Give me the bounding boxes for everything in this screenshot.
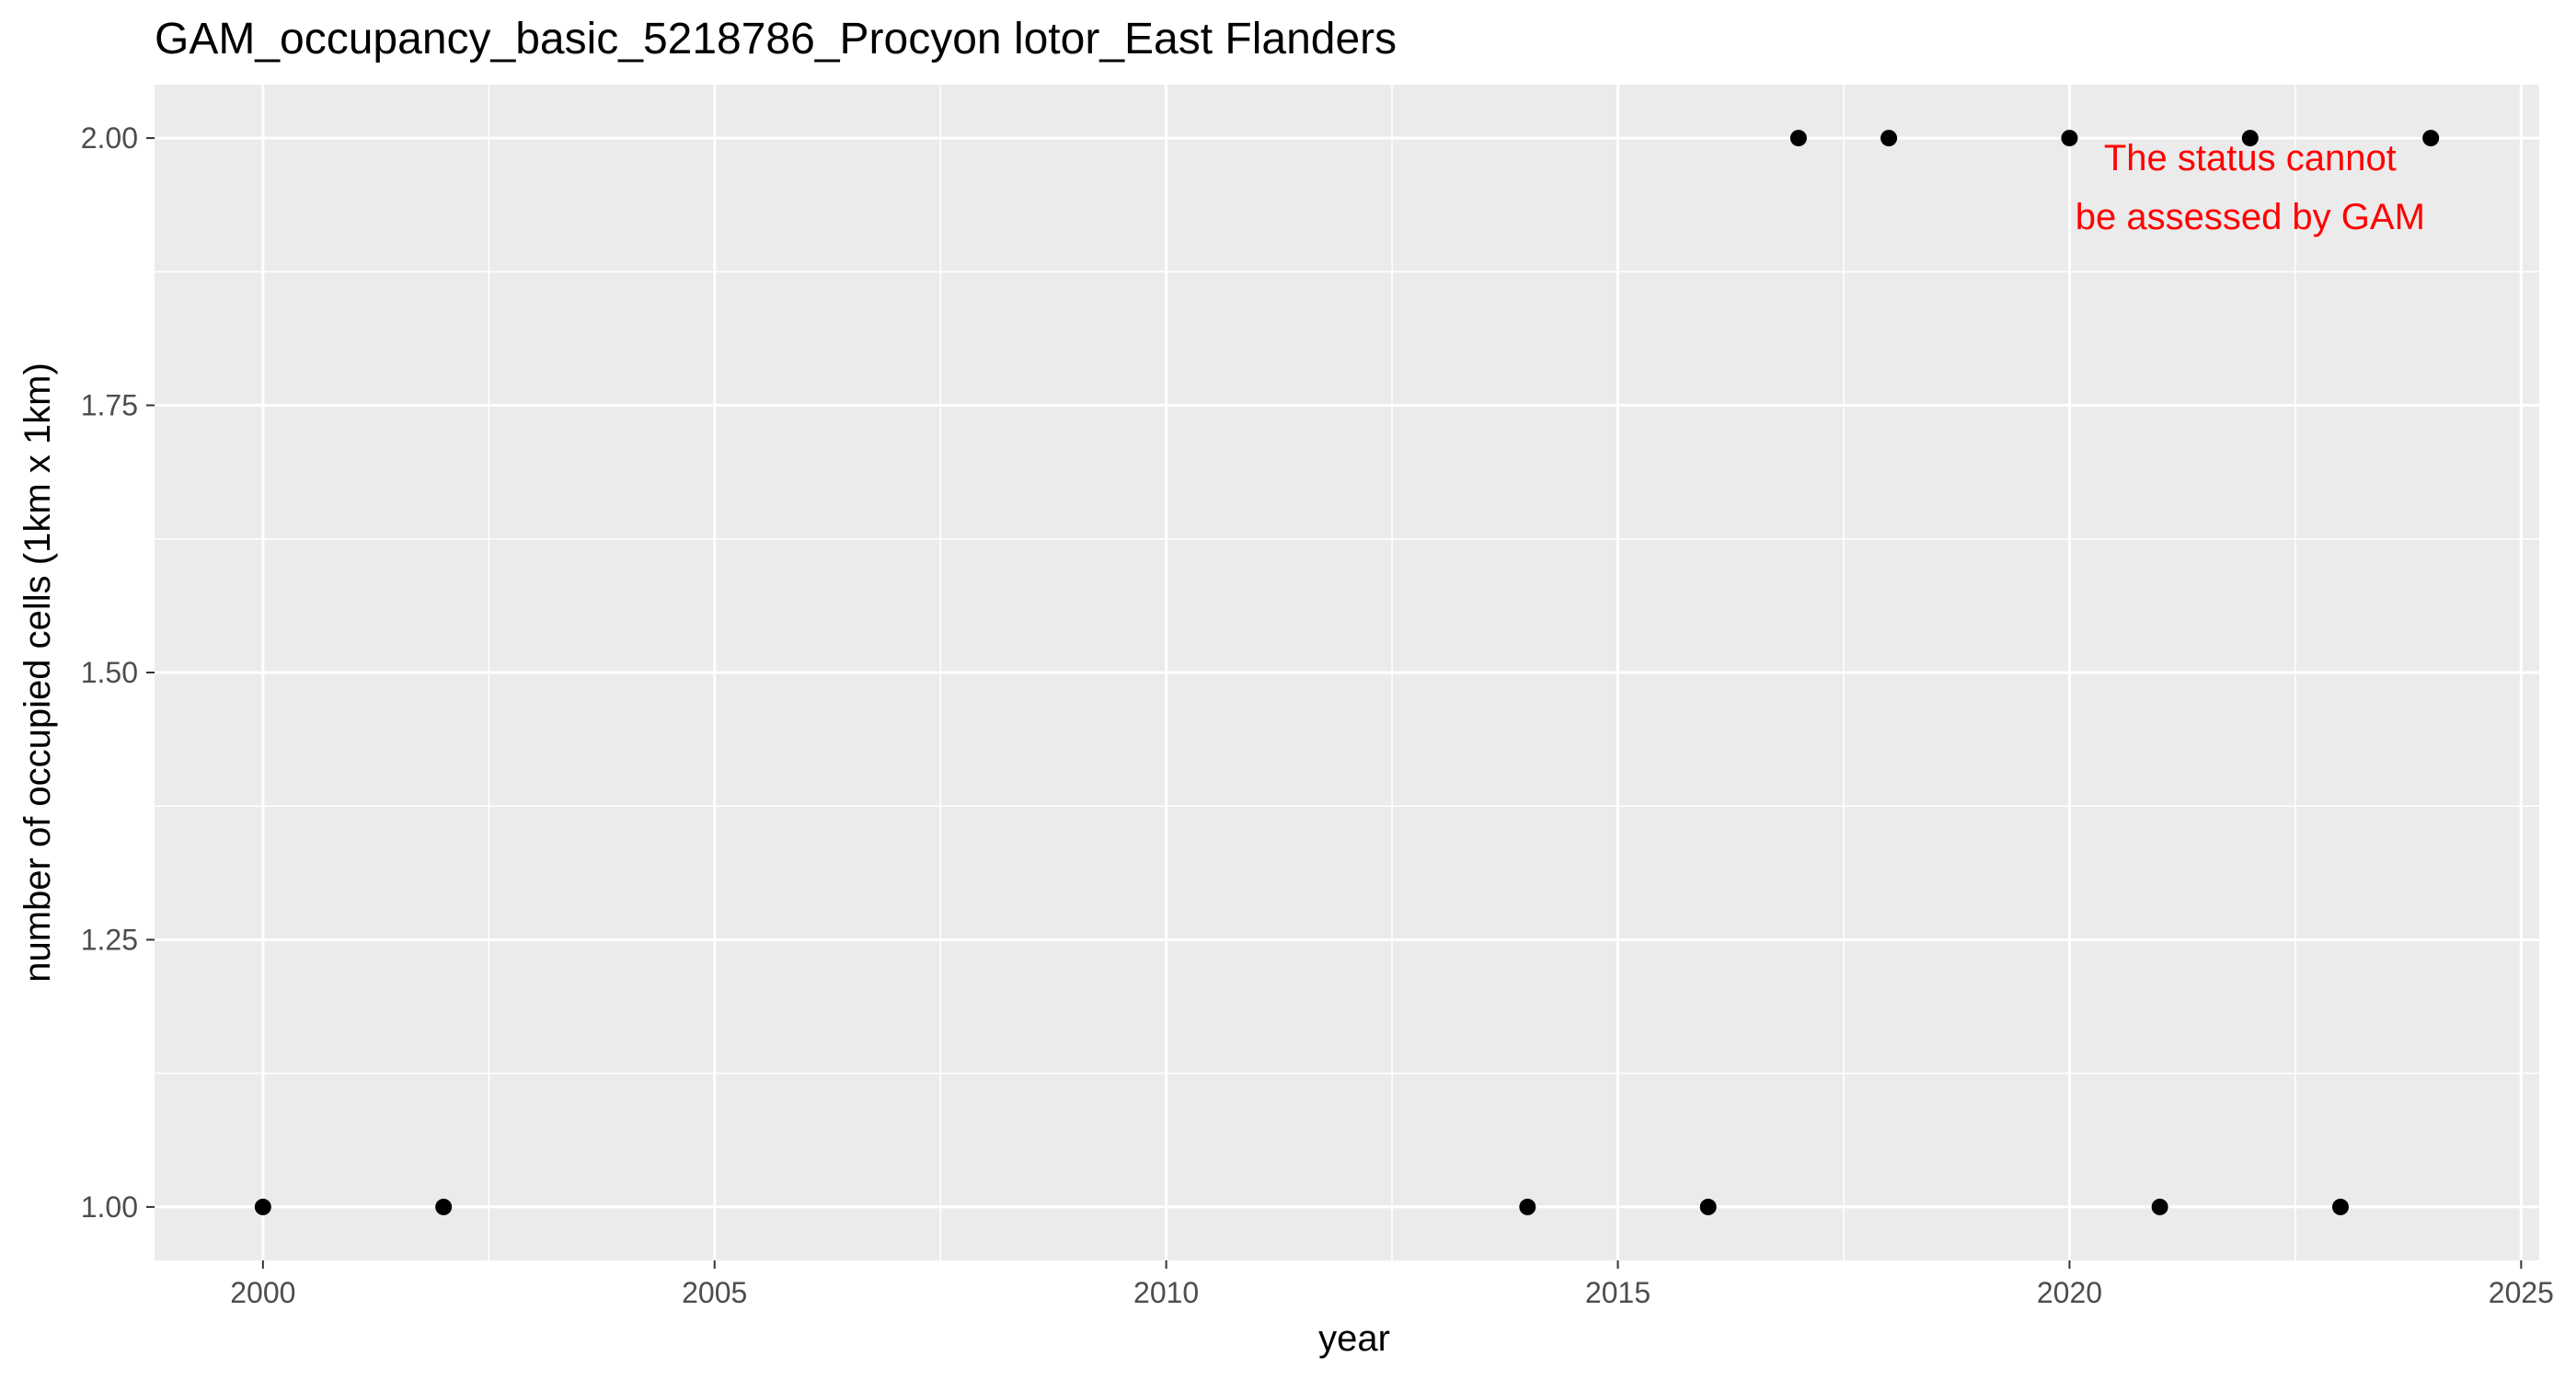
y-tick-label: 1.00 — [81, 1190, 138, 1224]
y-tick-label: 1.25 — [81, 923, 138, 956]
grid-major — [155, 85, 2539, 1260]
x-axis: 2000 2005 2010 2015 2020 2025 — [230, 1260, 2554, 1309]
x-tick-label: 2020 — [2037, 1276, 2102, 1309]
data-point — [1789, 130, 1807, 147]
y-axis-label: number of occupied cells (1km x 1km) — [17, 362, 58, 983]
x-axis-label: year — [1318, 1318, 1390, 1359]
data-point — [1699, 1198, 1717, 1215]
data-point — [435, 1198, 453, 1215]
y-tick-label: 2.00 — [81, 121, 138, 155]
data-point — [2061, 130, 2078, 147]
x-tick-label: 2015 — [1585, 1276, 1650, 1309]
data-points — [254, 130, 2440, 1215]
annotation-line: be assessed by GAM — [2076, 197, 2425, 237]
annotation-text: The status cannot be assessed by GAM — [2076, 138, 2425, 237]
x-tick-label: 2025 — [2489, 1276, 2554, 1309]
x-tick-label: 2010 — [1133, 1276, 1199, 1309]
data-point — [254, 1198, 271, 1215]
data-point — [2151, 1198, 2168, 1215]
x-tick-label: 2000 — [230, 1276, 295, 1309]
data-point — [2241, 130, 2259, 147]
y-axis: 1.00 1.25 1.50 1.75 2.00 — [81, 121, 155, 1224]
y-tick-label: 1.75 — [81, 389, 138, 422]
chart-title: GAM_occupancy_basic_5218786_Procyon loto… — [155, 15, 1397, 63]
data-point — [2332, 1198, 2349, 1215]
data-point — [2422, 130, 2440, 147]
annotation-line: The status cannot — [2104, 138, 2397, 178]
data-point — [1519, 1198, 1536, 1215]
data-point — [1880, 130, 1898, 147]
y-tick-label: 1.50 — [81, 656, 138, 689]
x-tick-label: 2005 — [682, 1276, 747, 1309]
